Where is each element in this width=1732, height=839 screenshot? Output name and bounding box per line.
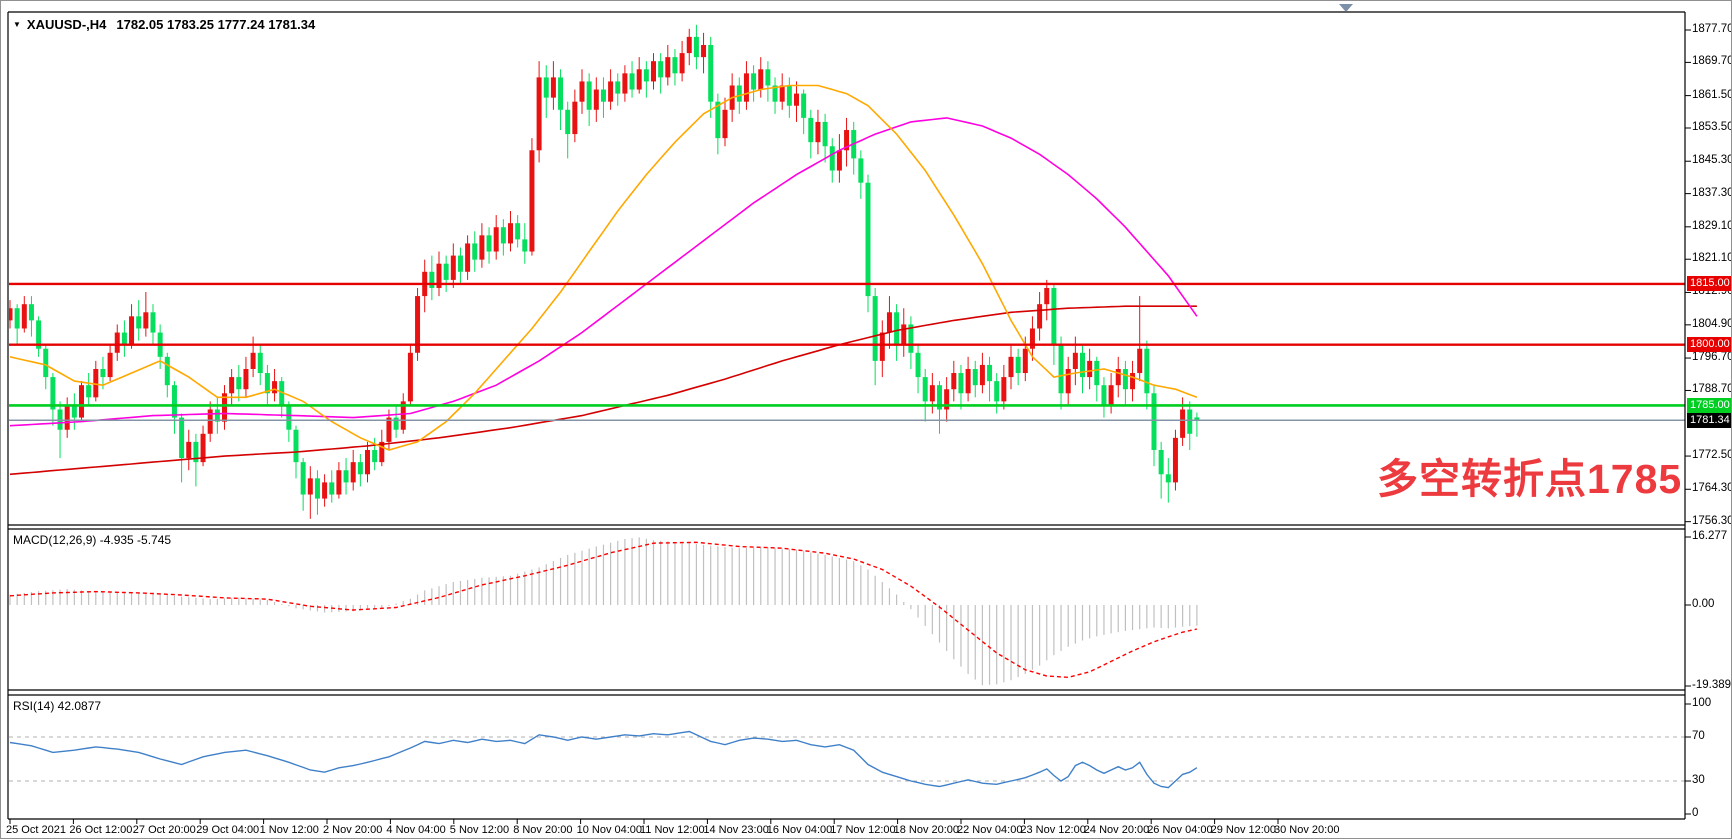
price-axis-label: 1861.50 [1692,88,1732,101]
candlestick-series [9,24,1200,519]
ohlc-readout: 1782.05 1783.25 1777.24 1781.34 [116,17,316,32]
macd-signal-line [9,541,1198,679]
symbol-timeframe-label: XAUUSD-,H4 [26,17,107,32]
price-axis-label: 1837.30 [1692,186,1732,199]
time-axis-label: 11 Nov 12:00 [640,824,705,836]
pivot-line-badge: 1785.00 [1687,397,1731,413]
ma-slow-line [9,305,1197,476]
time-axis-label: 26 Nov 04:00 [1147,824,1213,836]
time-axis-label: 26 Oct 12:00 [69,824,133,836]
price-axis-label: 1877.70 [1692,23,1732,35]
chart-shift-marker-icon[interactable] [1339,4,1353,12]
price-axis-label: 1796.70 [1692,351,1732,364]
price-axis-label: 1869.70 [1692,55,1732,68]
macd-axis-label: 16.277 [1692,529,1728,542]
price-axis-label: 1821.10 [1692,252,1732,265]
rsi-axis-label: 0 [1692,807,1699,819]
main-price-panel [9,24,1685,519]
time-axis-label: 14 Nov 23:00 [703,824,769,836]
panel-borders [7,11,1686,820]
time-axis-label: 8 Nov 20:00 [513,824,573,836]
time-axis-label: 24 Nov 20:00 [1083,824,1150,836]
resistance-line-badge: 1815.00 [1687,276,1731,292]
rsi-indicator-label: RSI(14) 42.0877 [13,699,102,713]
rsi-axis-label: 100 [1692,697,1712,709]
resistance-line-badge: 1800.00 [1687,337,1731,353]
macd-axis-label: 0.00 [1692,598,1715,610]
rsi-panel [9,730,1685,789]
time-axis-label: 18 Nov 20:00 [893,824,960,836]
ma-fast-line [9,84,1198,451]
time-axis-label: 10 Nov 04:00 [576,824,643,836]
symbol-header: ▼ XAUUSD-,H4 1782.05 1783.25 1777.24 1781.… [13,17,315,32]
time-axis-label: 4 Nov 04:00 [386,824,446,836]
price-axis-label: 1756.30 [1692,514,1732,527]
price-axis-label: 1764.30 [1692,482,1732,495]
time-axis-label: 30 Nov 20:00 [1274,824,1340,836]
time-axis-label: 27 Oct 20:00 [132,824,196,836]
macd-indicator-label: MACD(12,26,9) -4.935 -5.745 [13,533,172,547]
time-axis-label: 17 Nov 12:00 [830,824,896,836]
time-axis-label: 25 Oct 2021 [6,824,66,836]
macd-axis-label: -19.389 [1692,679,1732,691]
time-axis-label: 23 Nov 12:00 [1020,824,1086,836]
time-axis-label: 16 Nov 04:00 [766,824,833,836]
time-axis-label: 2 Nov 20:00 [323,824,383,836]
time-axis-ticks [9,819,1279,824]
rsi-line [9,730,1198,789]
time-axis-label: 29 Oct 04:00 [196,824,260,836]
annotation-text: 多空转折点1785 [1377,456,1683,502]
time-axis-label: 22 Nov 04:00 [957,824,1023,836]
price-axis-label: 1845.30 [1692,154,1732,167]
symbol-dropdown-icon[interactable]: ▼ [13,20,21,29]
ma-mid-line [9,117,1198,427]
price-axis-label: 1829.10 [1692,219,1732,232]
price-axis-label: 1772.50 [1692,449,1732,462]
price-axis-label: 1853.50 [1692,121,1732,133]
price-axis-label: 1804.90 [1692,317,1732,330]
price-axis-label: 1788.70 [1692,383,1732,396]
time-axis-label: 1 Nov 12:00 [259,824,319,836]
macd-panel [9,537,1198,686]
rsi-axis-label: 30 [1692,774,1705,786]
time-axis-label: 5 Nov 12:00 [449,824,510,836]
time-axis-label: 29 Nov 12:00 [1210,824,1277,836]
current-price-badge: 1781.34 [1687,412,1731,428]
price-axis-ticks [1685,29,1691,815]
rsi-axis-label: 70 [1692,730,1705,742]
